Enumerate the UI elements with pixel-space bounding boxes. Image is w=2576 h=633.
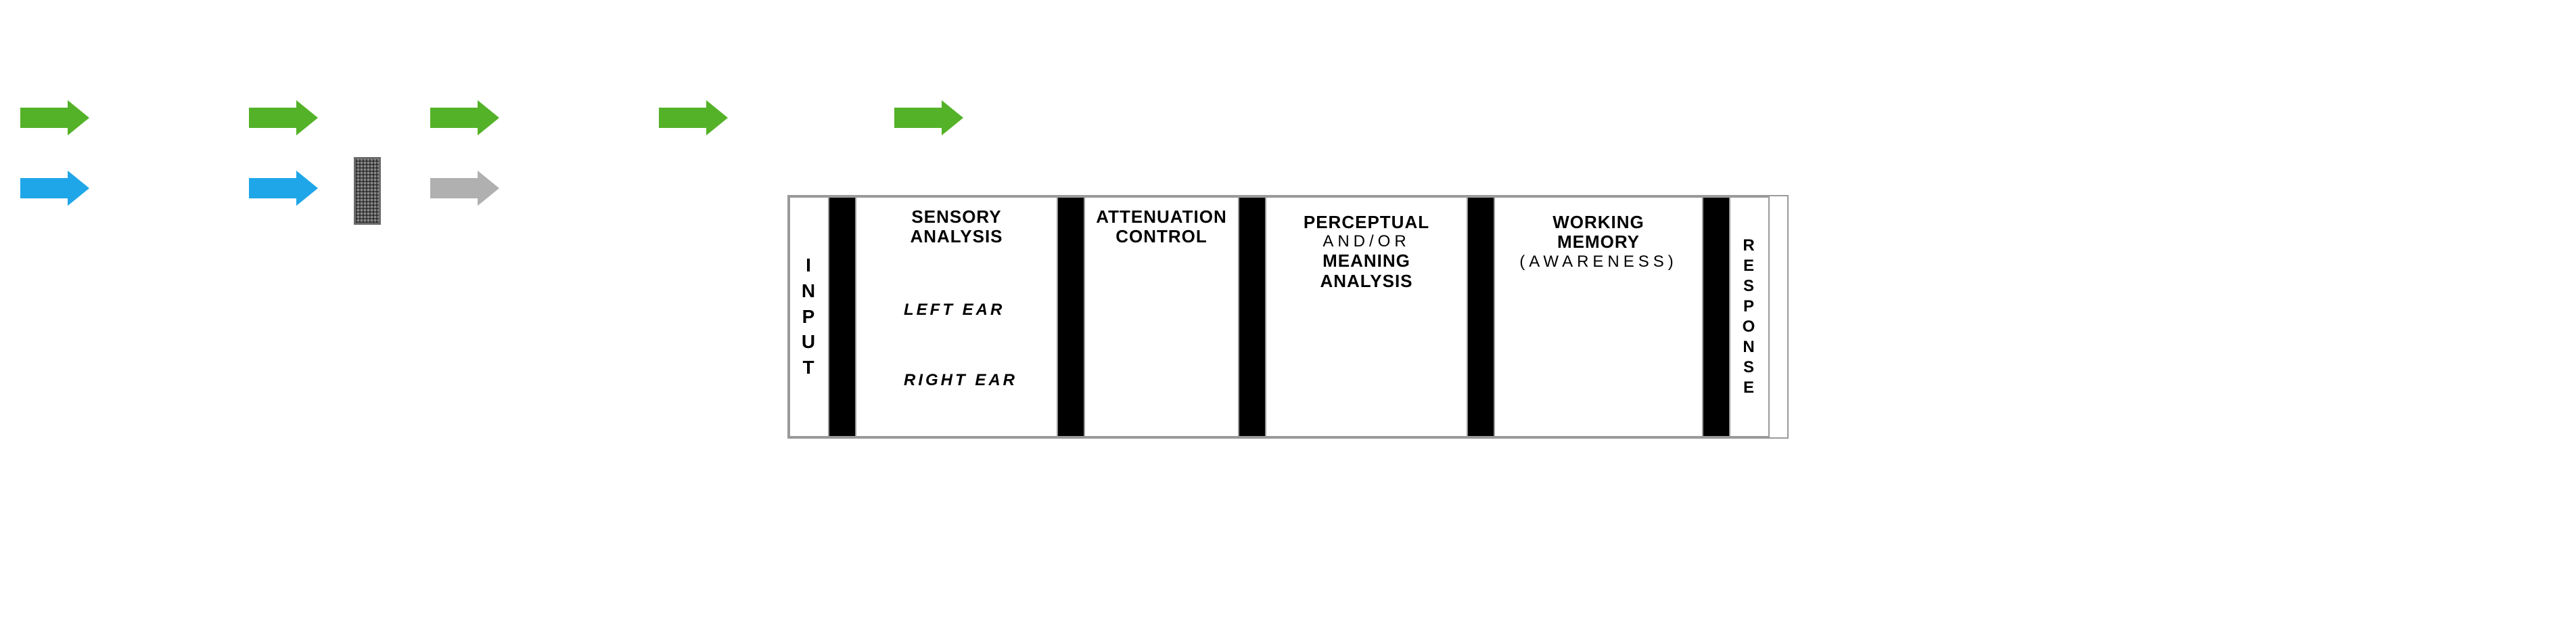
title-percept-line1: Perceptual [1304, 213, 1429, 233]
attenuator-filter [354, 157, 381, 225]
box-perceptual-analysis: Perceptual and/or Meaning Analysis [1265, 196, 1468, 437]
arrow-a7 [659, 100, 728, 135]
connector-4 [1703, 196, 1729, 437]
label-input: INPUT [802, 253, 816, 380]
box-response: RESPONSE [1729, 196, 1770, 437]
connector-2 [1239, 196, 1265, 437]
connector-1 [1058, 196, 1084, 437]
label-right-ear: Right Ear [904, 371, 1017, 390]
box-sensory-analysis: Sensory Analysis Left Ear Right Ear [855, 196, 1058, 437]
box-input: INPUT [789, 196, 829, 437]
box-attenuation-control: Attenuation Control [1084, 196, 1239, 437]
title-percept-mid: and/or [1304, 232, 1429, 251]
arrow-a5 [430, 100, 499, 135]
box-working-memory: Working Memory (awareness) [1494, 196, 1703, 437]
arrow-a4 [249, 171, 318, 206]
label-response: RESPONSE [1743, 236, 1757, 398]
title-sensory-line1: Sensory [910, 207, 1003, 227]
title-percept-line3: Analysis [1304, 271, 1429, 292]
connector-3 [1468, 196, 1494, 437]
title-working: Working Memory (awareness) [1519, 213, 1678, 271]
title-working-line2: Memory [1519, 232, 1678, 253]
title-working-line1: Working [1519, 213, 1678, 233]
title-sensory-line2: Analysis [910, 227, 1003, 247]
title-working-sub: (awareness) [1519, 253, 1678, 271]
arrow-a1 [20, 100, 89, 135]
title-attenuation: Attenuation Control [1096, 207, 1226, 248]
title-atten-line1: Attenuation [1096, 207, 1226, 227]
arrow-a6 [430, 171, 499, 206]
arrow-a2 [20, 171, 89, 206]
attenuation-model-diagram: INPUT Sensory Analysis Left Ear Right Ea… [787, 195, 1789, 439]
arrow-a8 [894, 100, 963, 135]
title-percept-line2: Meaning [1304, 251, 1429, 271]
title-atten-line2: Control [1096, 227, 1226, 247]
title-sensory: Sensory Analysis [910, 207, 1003, 248]
arrow-a3 [249, 100, 318, 135]
label-left-ear: Left Ear [904, 301, 1005, 320]
connector-0 [829, 196, 855, 437]
title-percept: Perceptual and/or Meaning Analysis [1304, 213, 1429, 292]
